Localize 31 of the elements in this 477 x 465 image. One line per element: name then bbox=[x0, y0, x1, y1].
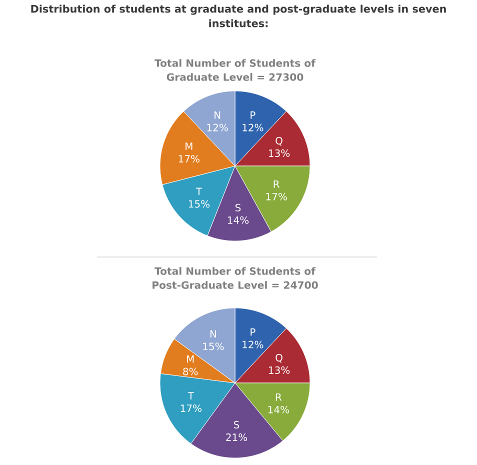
data-label: 12% bbox=[242, 124, 264, 132]
slice-label: M bbox=[186, 142, 192, 150]
slice-label: T bbox=[196, 188, 202, 196]
data-label: 13% bbox=[269, 366, 290, 374]
data-label: 13% bbox=[269, 149, 290, 157]
data-label: 17% bbox=[180, 404, 202, 412]
slice-label: P bbox=[250, 328, 256, 336]
data-label: 17% bbox=[266, 192, 287, 200]
slice-label: S bbox=[236, 204, 241, 212]
chart-title: Distribution of students at graduate and post-graduate levels in seven institutes: bbox=[31, 4, 446, 28]
slice-label: S bbox=[234, 420, 240, 428]
slice-label: N bbox=[210, 330, 216, 338]
data-label: 15% bbox=[203, 342, 224, 350]
slice-label: R bbox=[274, 180, 280, 188]
data-label: 12% bbox=[242, 340, 264, 348]
data-label: 14% bbox=[228, 216, 249, 224]
data-label: 14% bbox=[268, 406, 289, 414]
data-label: 17% bbox=[178, 154, 200, 163]
slice-label: M bbox=[187, 355, 194, 363]
slice-label: N bbox=[214, 111, 220, 119]
slice-label: R bbox=[276, 393, 282, 401]
chart-title: Total Number of Students of Post-Graduate Level = 24700 bbox=[152, 267, 318, 289]
data-label: 15% bbox=[188, 200, 210, 208]
data-label: 21% bbox=[226, 433, 248, 441]
slice-label: P bbox=[250, 111, 256, 119]
data-label: 8% bbox=[183, 368, 198, 376]
data-label: 12% bbox=[207, 124, 228, 132]
slice-label: Q bbox=[276, 354, 282, 363]
slice-label: T bbox=[188, 392, 194, 400]
slice-label: Q bbox=[276, 136, 282, 146]
chart-subtitle: Total Number of Students of Graduate Level = 27300 bbox=[154, 59, 316, 81]
